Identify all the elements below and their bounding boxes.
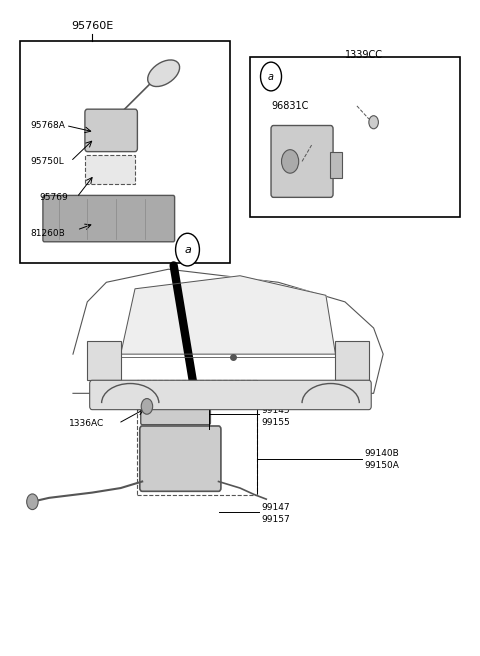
- Text: 1336AC: 1336AC: [69, 419, 104, 428]
- FancyBboxPatch shape: [90, 380, 371, 409]
- Polygon shape: [73, 269, 383, 394]
- Text: 95768A: 95768A: [30, 121, 65, 130]
- FancyBboxPatch shape: [43, 195, 175, 242]
- Bar: [336, 341, 369, 380]
- Bar: [21, 41, 230, 262]
- Circle shape: [176, 234, 199, 266]
- Polygon shape: [120, 276, 336, 354]
- Text: a: a: [184, 245, 191, 255]
- Text: 95760E: 95760E: [71, 21, 113, 31]
- Bar: [87, 341, 120, 380]
- Circle shape: [281, 150, 299, 173]
- Text: 1339CC: 1339CC: [345, 50, 383, 60]
- FancyBboxPatch shape: [141, 382, 210, 424]
- Circle shape: [261, 62, 281, 91]
- Text: 99150A: 99150A: [364, 461, 399, 470]
- Text: 99147: 99147: [262, 503, 290, 512]
- Circle shape: [27, 494, 38, 510]
- Text: 96831C: 96831C: [271, 101, 308, 111]
- Text: 99145: 99145: [262, 406, 290, 415]
- Bar: [137, 380, 257, 495]
- Bar: [330, 152, 342, 178]
- FancyBboxPatch shape: [85, 109, 137, 152]
- Text: 81260B: 81260B: [30, 229, 65, 237]
- Ellipse shape: [148, 60, 180, 87]
- Text: 99140B: 99140B: [364, 449, 399, 458]
- Circle shape: [369, 115, 378, 129]
- Bar: [250, 57, 459, 217]
- Text: 99155: 99155: [262, 418, 290, 426]
- FancyBboxPatch shape: [140, 426, 221, 491]
- Text: a: a: [268, 72, 274, 81]
- Text: 95769: 95769: [39, 193, 68, 202]
- Bar: [85, 155, 135, 184]
- FancyBboxPatch shape: [271, 125, 333, 197]
- Text: 95750L: 95750L: [30, 157, 64, 166]
- Circle shape: [141, 399, 153, 414]
- Text: 99157: 99157: [262, 515, 290, 524]
